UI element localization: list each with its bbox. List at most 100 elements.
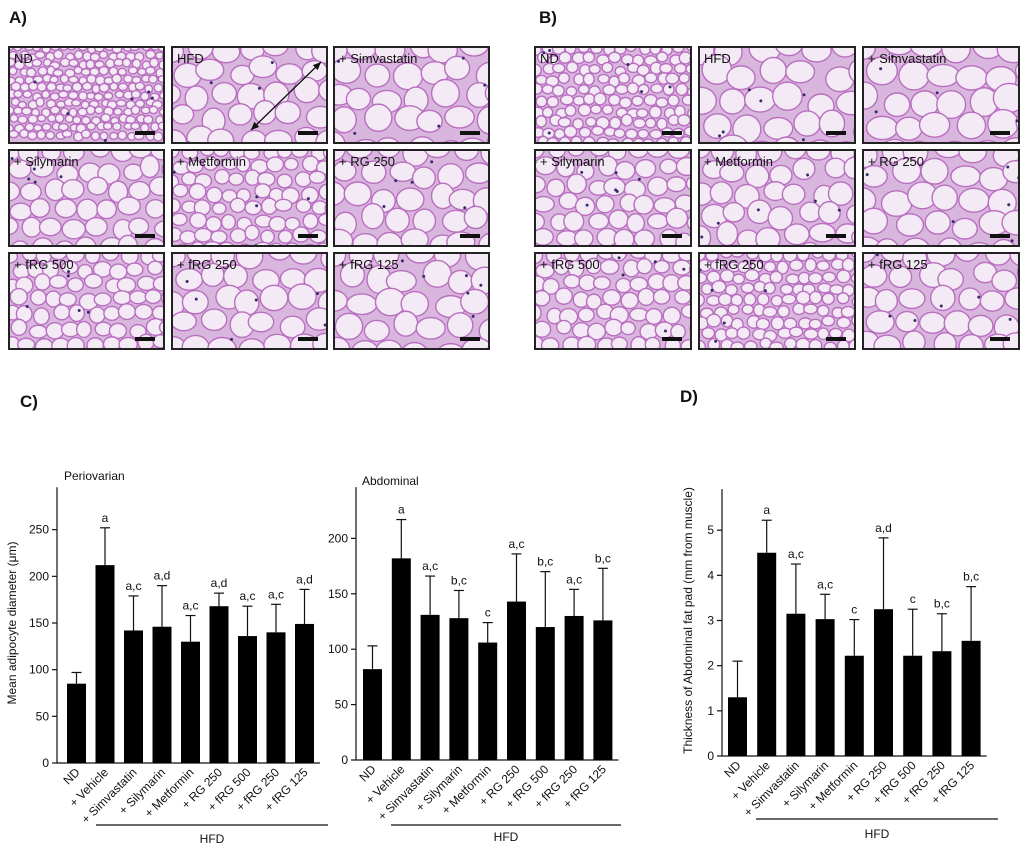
micrograph-a-3: + Silymarin — [8, 149, 165, 247]
micrograph-b-6: + fRG 500 — [534, 252, 692, 350]
y-tick-label: 0 — [42, 756, 49, 770]
bar — [565, 616, 584, 760]
y-tick-label: 3 — [707, 614, 714, 628]
bar — [536, 627, 555, 760]
y-tick-label: 50 — [36, 709, 50, 723]
scale-bar — [298, 337, 318, 341]
bar — [181, 642, 200, 763]
scale-bar — [298, 131, 318, 135]
micrograph-label: + Silymarin — [14, 154, 79, 169]
bar — [153, 627, 172, 763]
significance-label: a,c — [239, 589, 255, 603]
bar — [786, 614, 805, 756]
y-tick-label: 150 — [29, 616, 49, 630]
micrograph-label: + fRG 500 — [540, 257, 600, 272]
y-axis-label: Thickness of Abdominal fat pad (mm from … — [681, 487, 695, 754]
micrograph-label: HFD — [177, 51, 204, 66]
micrograph-label: + fRG 500 — [14, 257, 74, 272]
scale-bar — [826, 337, 846, 341]
significance-label: b,c — [595, 551, 611, 565]
significance-label: b,c — [537, 555, 553, 569]
y-tick-label: 0 — [707, 749, 714, 763]
scale-bar — [135, 234, 155, 238]
significance-label: c — [485, 606, 491, 620]
scale-bar — [460, 234, 480, 238]
bar — [845, 656, 864, 756]
significance-label: a,c — [125, 579, 141, 593]
significance-label: a,c — [788, 547, 804, 561]
significance-label: a — [102, 511, 109, 525]
category-label: ND — [721, 758, 743, 780]
tissue-texture — [10, 48, 165, 144]
micrograph-label: + RG 250 — [868, 154, 924, 169]
bar — [962, 641, 981, 756]
group-label: HFD — [865, 827, 890, 841]
micrograph-label: ND — [540, 51, 559, 66]
micrograph-a-1: HFD — [171, 46, 328, 144]
scale-bar — [826, 131, 846, 135]
micrograph-a-6: + fRG 500 — [8, 252, 165, 350]
y-tick-label: 1 — [707, 704, 714, 718]
micrograph-b-4: + Metformin — [698, 149, 856, 247]
bar — [874, 609, 893, 756]
bar — [210, 606, 229, 763]
micrograph-label: + fRG 250 — [704, 257, 764, 272]
significance-label: c — [910, 592, 916, 606]
micrograph-label: HFD — [704, 51, 731, 66]
significance-label: a,d — [296, 572, 313, 586]
significance-label: a — [398, 503, 405, 517]
significance-label: a,d — [211, 576, 228, 590]
bar — [757, 553, 776, 756]
micrograph-label: + Silymarin — [540, 154, 605, 169]
significance-label: a — [763, 503, 770, 517]
chart-title: Periovarian — [64, 469, 125, 483]
panel-letter-a: A) — [9, 8, 27, 28]
micrograph-label: + Simvastatin — [868, 51, 946, 66]
significance-label: b,c — [451, 573, 467, 587]
bar — [932, 651, 951, 756]
scale-bar — [662, 131, 682, 135]
scale-bar — [460, 337, 480, 341]
significance-label: a,c — [508, 537, 524, 551]
bar — [593, 620, 612, 760]
bar — [507, 602, 526, 760]
scale-bar — [662, 234, 682, 238]
bar — [267, 632, 286, 763]
micrograph-a-5: + RG 250 — [333, 149, 490, 247]
panel-letter-c: C) — [20, 392, 38, 412]
micrograph-a-7: + fRG 250 — [171, 252, 328, 350]
significance-label: c — [851, 603, 857, 617]
micrograph-b-1: HFD — [698, 46, 856, 144]
bar — [449, 618, 468, 760]
group-label: HFD — [200, 832, 225, 846]
chart-title: Abdominal — [362, 474, 419, 488]
y-tick-label: 200 — [328, 531, 348, 545]
micrograph-label: + Metformin — [177, 154, 246, 169]
bar — [295, 624, 314, 763]
y-tick-label: 0 — [341, 753, 348, 767]
y-tick-label: 50 — [335, 698, 349, 712]
bar — [124, 630, 143, 763]
micrograph-label: + fRG 250 — [177, 257, 237, 272]
bar — [478, 643, 497, 760]
micrograph-b-7: + fRG 250 — [698, 252, 856, 350]
bar — [903, 656, 922, 756]
scale-bar — [298, 234, 318, 238]
bar — [421, 615, 440, 760]
category-label: ND — [356, 762, 378, 784]
micrograph-b-5: + RG 250 — [862, 149, 1020, 247]
micrograph-b-8: + fRG 125 — [862, 252, 1020, 350]
y-tick-label: 5 — [707, 523, 714, 537]
significance-label: a,c — [817, 577, 833, 591]
significance-label: a,c — [268, 587, 284, 601]
bar — [363, 669, 382, 760]
micrograph-label: + Simvastatin — [339, 51, 417, 66]
bar — [728, 697, 747, 756]
micrograph-grid-b: ND HFD + Simvastatin + Silymarin + Metformin… — [534, 46, 1020, 350]
micrograph-label: ND — [14, 51, 33, 66]
y-tick-label: 200 — [29, 569, 49, 583]
